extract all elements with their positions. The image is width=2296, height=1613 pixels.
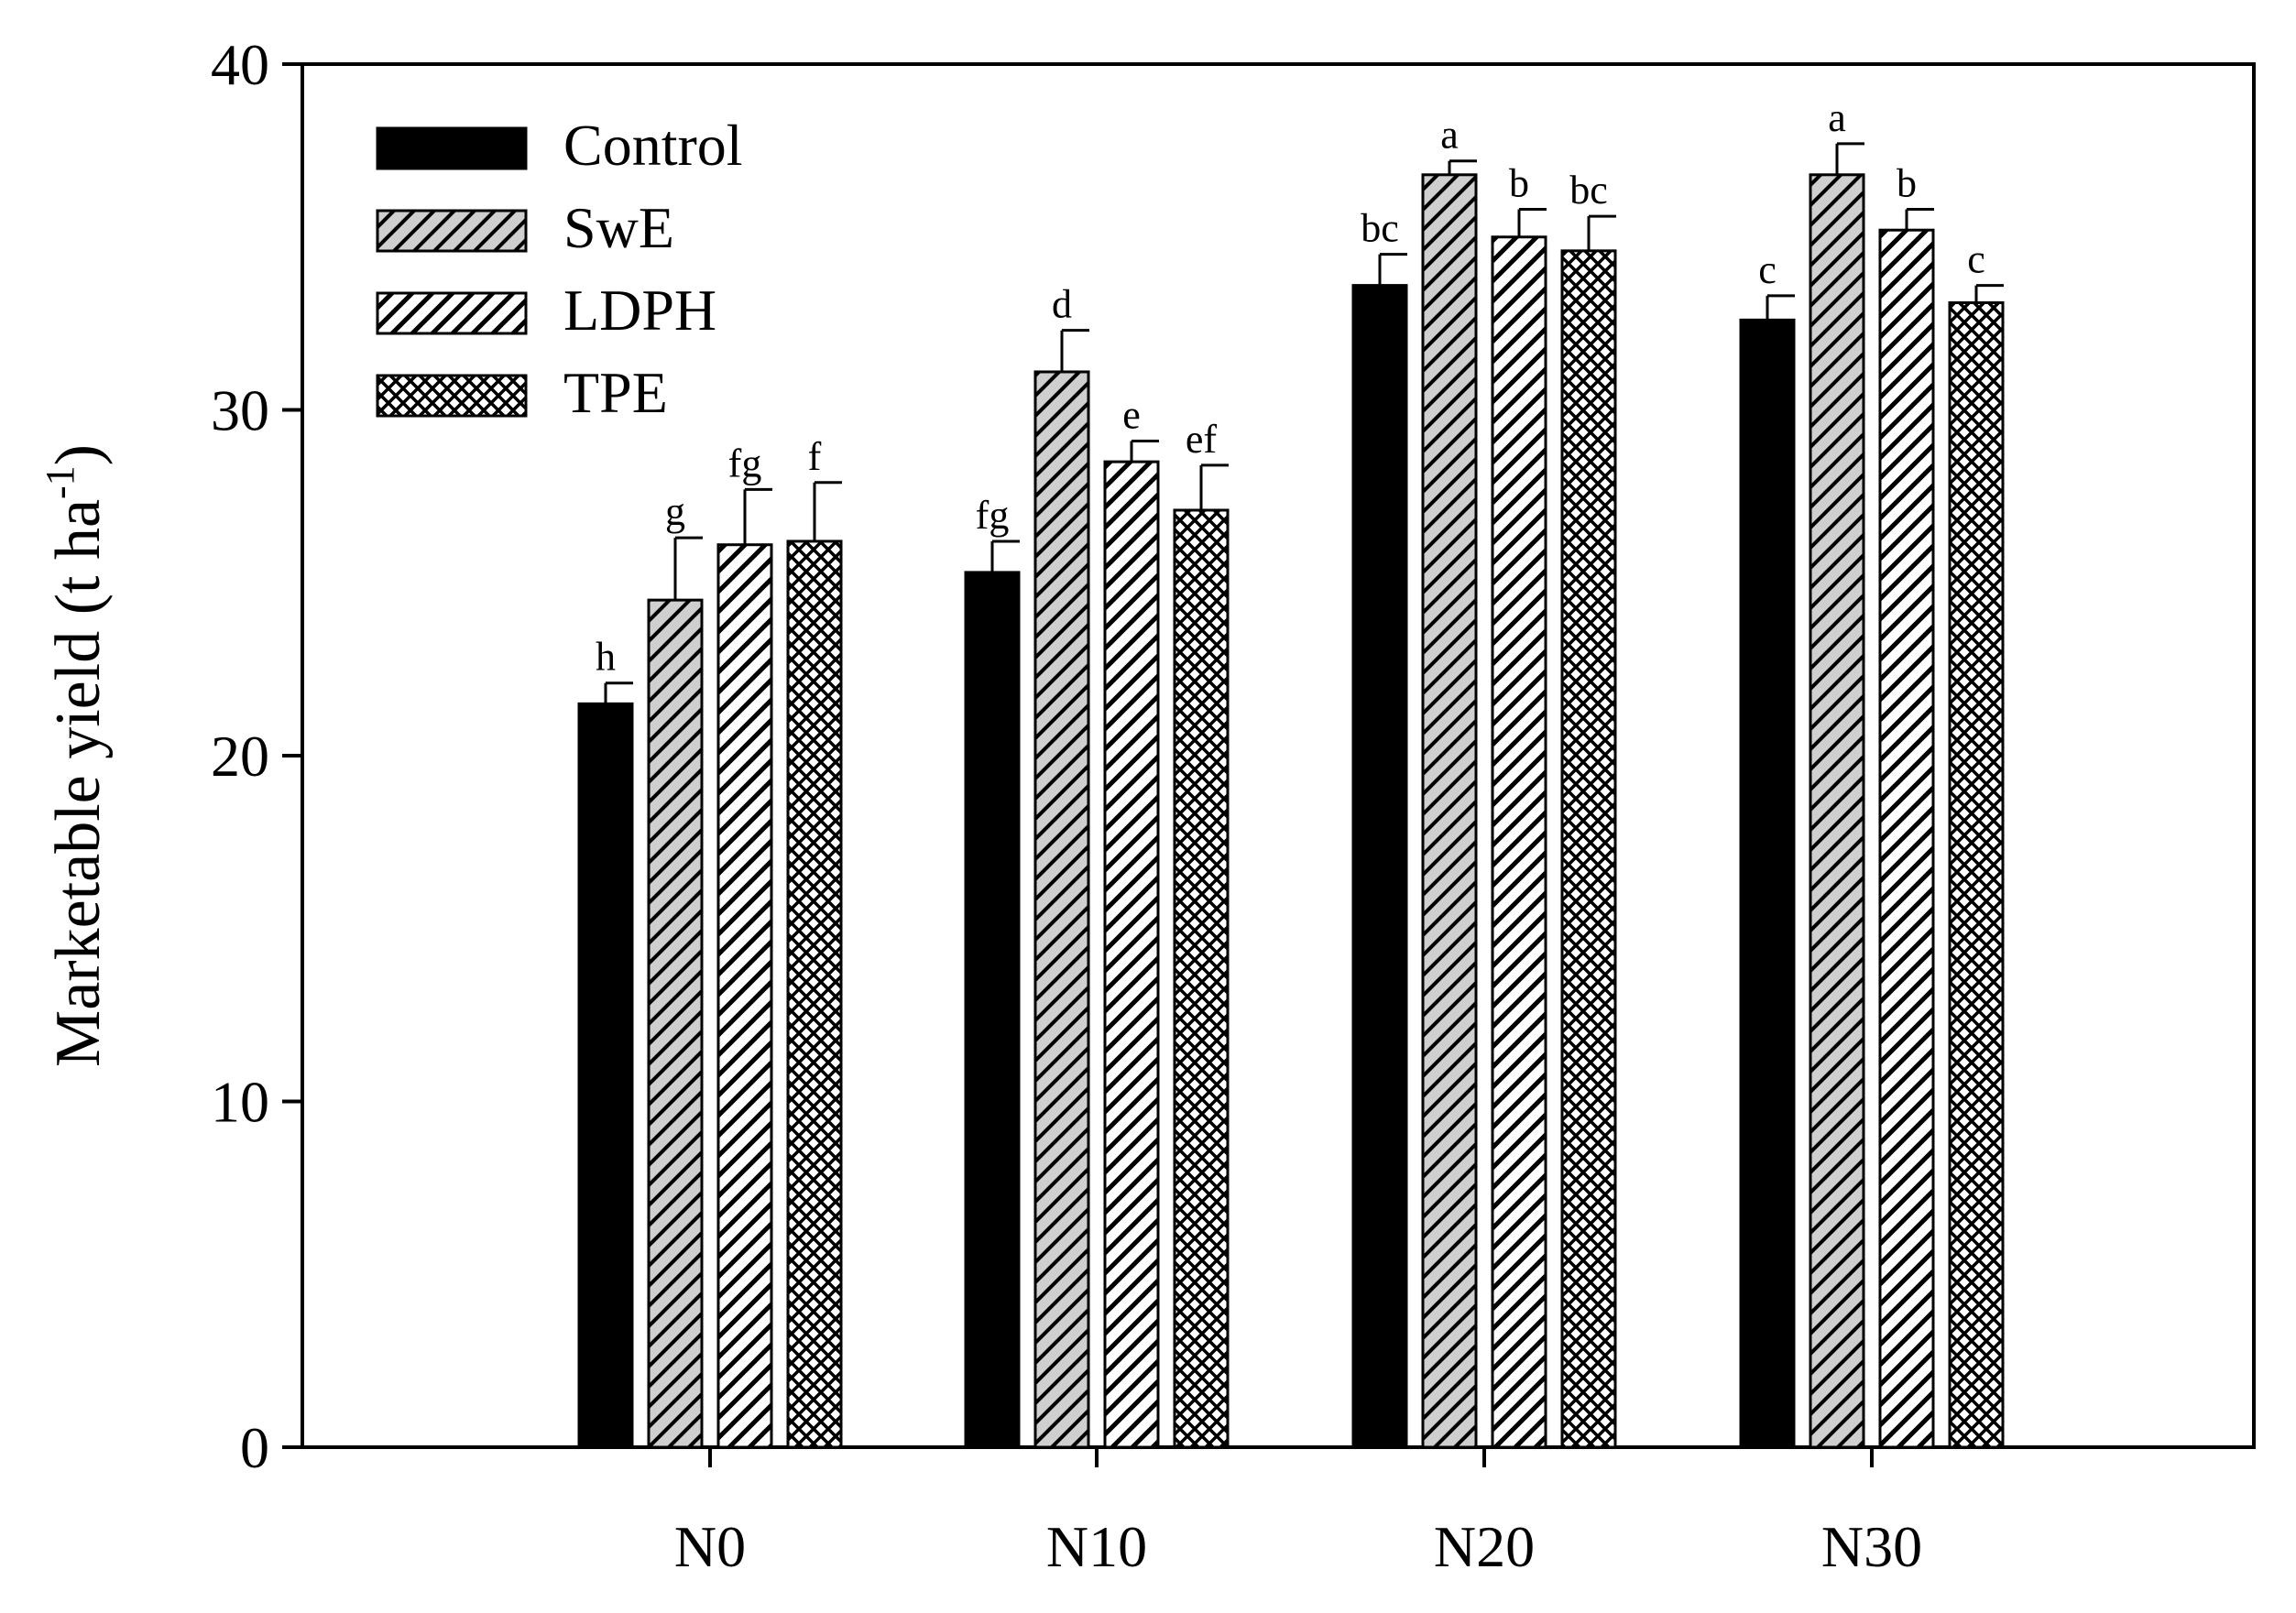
- y-tick-label: 20: [211, 724, 269, 789]
- y-axis-title-superscript: -1: [38, 465, 82, 499]
- y-tick-label: 30: [211, 378, 269, 443]
- significance-letter: b: [1897, 161, 1917, 206]
- bar-tpe-n30: [1948, 300, 2005, 1449]
- significance-letter: b: [1509, 161, 1529, 206]
- bar-swe-n30: [1809, 173, 1865, 1449]
- y-axis-title: Marketable yield (t ha-1): [38, 444, 114, 1067]
- bar-swe-n10: [1033, 370, 1090, 1449]
- legend-swatch-control: [376, 126, 528, 170]
- legend-label-tpe: TPE: [563, 360, 668, 425]
- significance-letter: a: [1440, 113, 1459, 158]
- bar-tpe-n20: [1560, 249, 1617, 1449]
- y-tick-label: 40: [211, 32, 269, 97]
- x-tick-label: N0: [674, 1514, 746, 1579]
- significance-letter: ef: [1186, 417, 1218, 462]
- legend-swatch-swe: [376, 209, 528, 253]
- x-tick-label: N30: [1821, 1514, 1922, 1579]
- significance-letter: h: [596, 635, 616, 680]
- y-tick-label: 0: [240, 1415, 269, 1480]
- legend-swatch-ldph: [376, 291, 528, 335]
- significance-letter: f: [808, 434, 822, 479]
- legend-label-control: Control: [563, 113, 743, 178]
- bar-ldph-n30: [1878, 228, 1935, 1449]
- legend-swatch-tpe: [376, 374, 528, 418]
- legend: Control SwE LDPH TPE: [376, 113, 743, 425]
- legend-label-swe: SwE: [563, 195, 674, 260]
- significance-letter: c: [1967, 237, 1985, 282]
- significance-letter: g: [665, 489, 685, 534]
- y-tick-label: 10: [211, 1070, 269, 1135]
- significance-letter: c: [1758, 247, 1777, 292]
- legend-label-ldph: LDPH: [563, 278, 716, 343]
- x-tick-label: N20: [1434, 1514, 1535, 1579]
- bar-ldph-n0: [716, 543, 773, 1449]
- bar-ldph-n10: [1103, 460, 1160, 1449]
- significance-letter: fg: [728, 441, 762, 485]
- bar-control-n10: [964, 571, 1021, 1449]
- significance-letter: bc: [1361, 206, 1399, 251]
- bar-control-n30: [1739, 318, 1796, 1449]
- bar-ldph-n20: [1491, 235, 1547, 1449]
- significance-letter: d: [1052, 282, 1072, 327]
- y-axis: 0 10 20 30 40: [211, 32, 302, 1480]
- significance-letter: bc: [1569, 168, 1608, 213]
- significance-letter: e: [1122, 392, 1141, 437]
- bar-swe-n20: [1421, 173, 1478, 1449]
- x-axis: N0 N10 N20 N30: [674, 1447, 1922, 1579]
- bar-control-n0: [577, 702, 634, 1449]
- bar-tpe-n10: [1173, 508, 1230, 1449]
- significance-letter: a: [1828, 95, 1846, 140]
- y-axis-title-suffix: ): [43, 444, 114, 465]
- bar-control-n20: [1351, 284, 1408, 1449]
- bar-swe-n0: [647, 598, 704, 1449]
- bar-tpe-n0: [786, 539, 843, 1449]
- significance-letter: fg: [976, 493, 1010, 538]
- x-tick-label: N10: [1046, 1514, 1147, 1579]
